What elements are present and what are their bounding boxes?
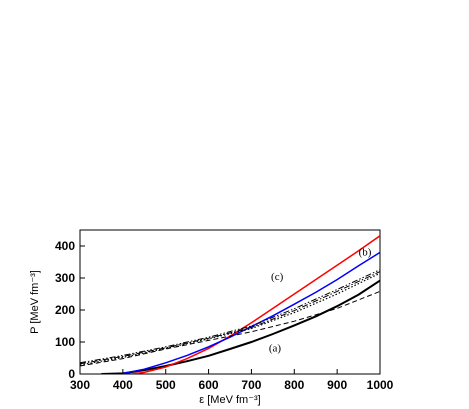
y-tick-label: 300 (55, 271, 75, 285)
x-tick-label: 700 (241, 378, 261, 392)
plot-frame (79, 229, 381, 375)
ticks-layer: 300 400 500 600 700 800 900 1000 0 100 200 300 400 (55, 239, 394, 392)
y-tick-label: 0 (68, 367, 75, 381)
x-tick-label: 600 (199, 378, 219, 392)
axes-frame (79, 229, 381, 375)
annotations-layer: (a) (b) (c) (269, 247, 372, 355)
series-line-7 (80, 269, 380, 364)
series-line-2 (131, 235, 380, 374)
series-line-4 (80, 290, 380, 367)
annotation-label: (c) (271, 271, 284, 283)
series-line-6 (80, 272, 380, 366)
series-layer (80, 235, 380, 374)
series-line-3 (122, 251, 380, 374)
y-tick-label: 400 (55, 239, 75, 253)
x-tick-label: 900 (327, 378, 347, 392)
x-tick-label: 500 (156, 378, 176, 392)
x-tick-label: 300 (70, 378, 90, 392)
x-tick-label: 800 (284, 378, 304, 392)
x-tick-label: 1000 (367, 378, 394, 392)
annotation-label: (a) (269, 343, 282, 355)
x-tick-label: 400 (113, 378, 133, 392)
y-tick-label: 100 (55, 335, 75, 349)
annotation-label: (b) (359, 247, 372, 259)
x-axis-title: ε [MeV fm⁻³] (199, 394, 260, 406)
y-tick-label: 200 (55, 303, 75, 317)
series-line-5 (80, 271, 380, 365)
y-axis-title: P [MeV fm⁻³] (29, 270, 41, 334)
series-line-1 (101, 279, 380, 374)
